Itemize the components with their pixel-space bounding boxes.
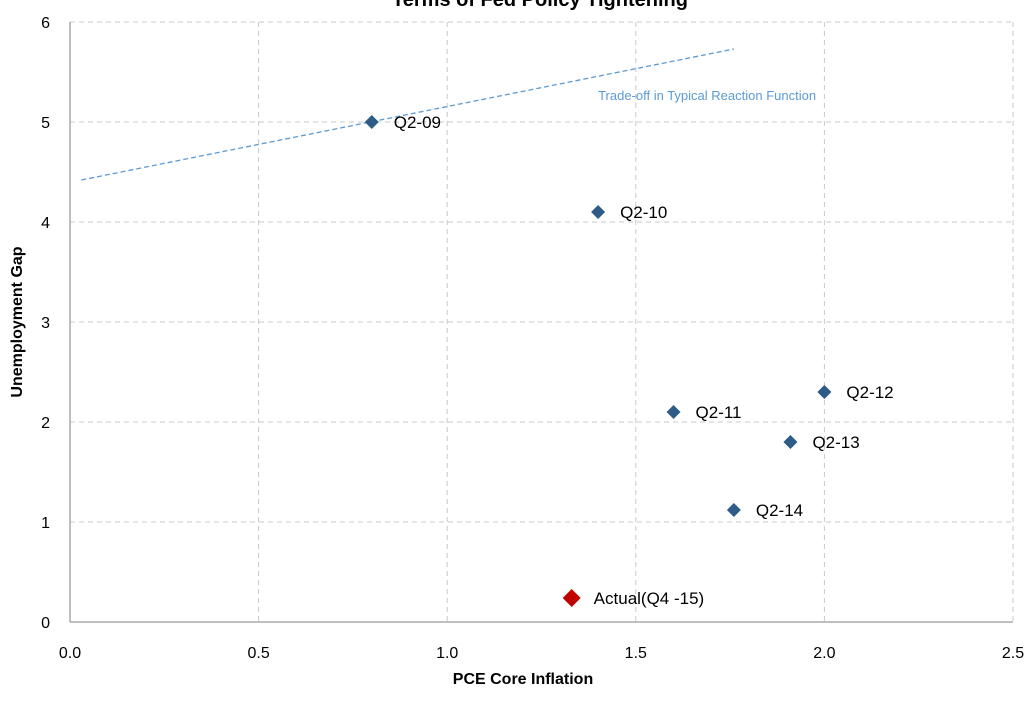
x-tick-label: 0.0 <box>59 645 81 662</box>
x-tick-label: 0.5 <box>247 645 269 662</box>
x-axis-label: PCE Core Inflation <box>453 671 593 688</box>
data-point-label: Q2-10 <box>620 203 667 222</box>
y-tick-label: 0 <box>41 615 50 632</box>
data-point-label: Q2-12 <box>846 383 893 402</box>
x-tick-label: 1.0 <box>436 645 458 662</box>
y-tick-label: 2 <box>41 415 50 432</box>
y-tick-label: 6 <box>41 15 50 32</box>
chart-title: Terms of Fed Policy Tightening <box>392 0 688 11</box>
data-point <box>817 385 832 399</box>
x-tick-label: 2.5 <box>1002 645 1024 662</box>
y-tick-label: 4 <box>41 215 50 232</box>
data-point <box>562 589 581 607</box>
data-point <box>591 205 606 219</box>
data-point-label: Q2-13 <box>812 433 859 452</box>
x-tick-label: 2.0 <box>813 645 835 662</box>
trend-layer: Trade-off in Typical Reaction Function <box>81 48 816 181</box>
axis-layer: 0.0 0.5 1.0 1.5 2.0 2.5 0 1 2 3 4 5 6 <box>41 15 1024 662</box>
data-point-label: Q2-14 <box>756 501 803 520</box>
trend-line <box>81 48 734 181</box>
data-point <box>783 435 798 449</box>
y-axis-label: Unemployment Gap <box>9 246 26 397</box>
grid-layer <box>70 21 1014 622</box>
points-layer: Q2-09 Q2-10 Q2-11 Q2-12 Q2-13 Q2-14 Actual(Q4 … <box>364 113 894 608</box>
data-point <box>726 503 741 517</box>
data-point <box>666 405 681 419</box>
trend-line-label: Trade-off in Typical Reaction Function <box>598 88 816 103</box>
x-tick-label: 1.5 <box>625 645 647 662</box>
data-point-label: Q2-09 <box>394 113 441 132</box>
y-tick-label: 5 <box>41 115 50 132</box>
y-tick-label: 1 <box>41 515 50 532</box>
y-tick-label: 3 <box>41 315 50 332</box>
data-point-label: Q2-11 <box>696 403 742 422</box>
data-point <box>364 115 379 129</box>
data-point-label: Actual(Q4 -15) <box>594 589 705 608</box>
